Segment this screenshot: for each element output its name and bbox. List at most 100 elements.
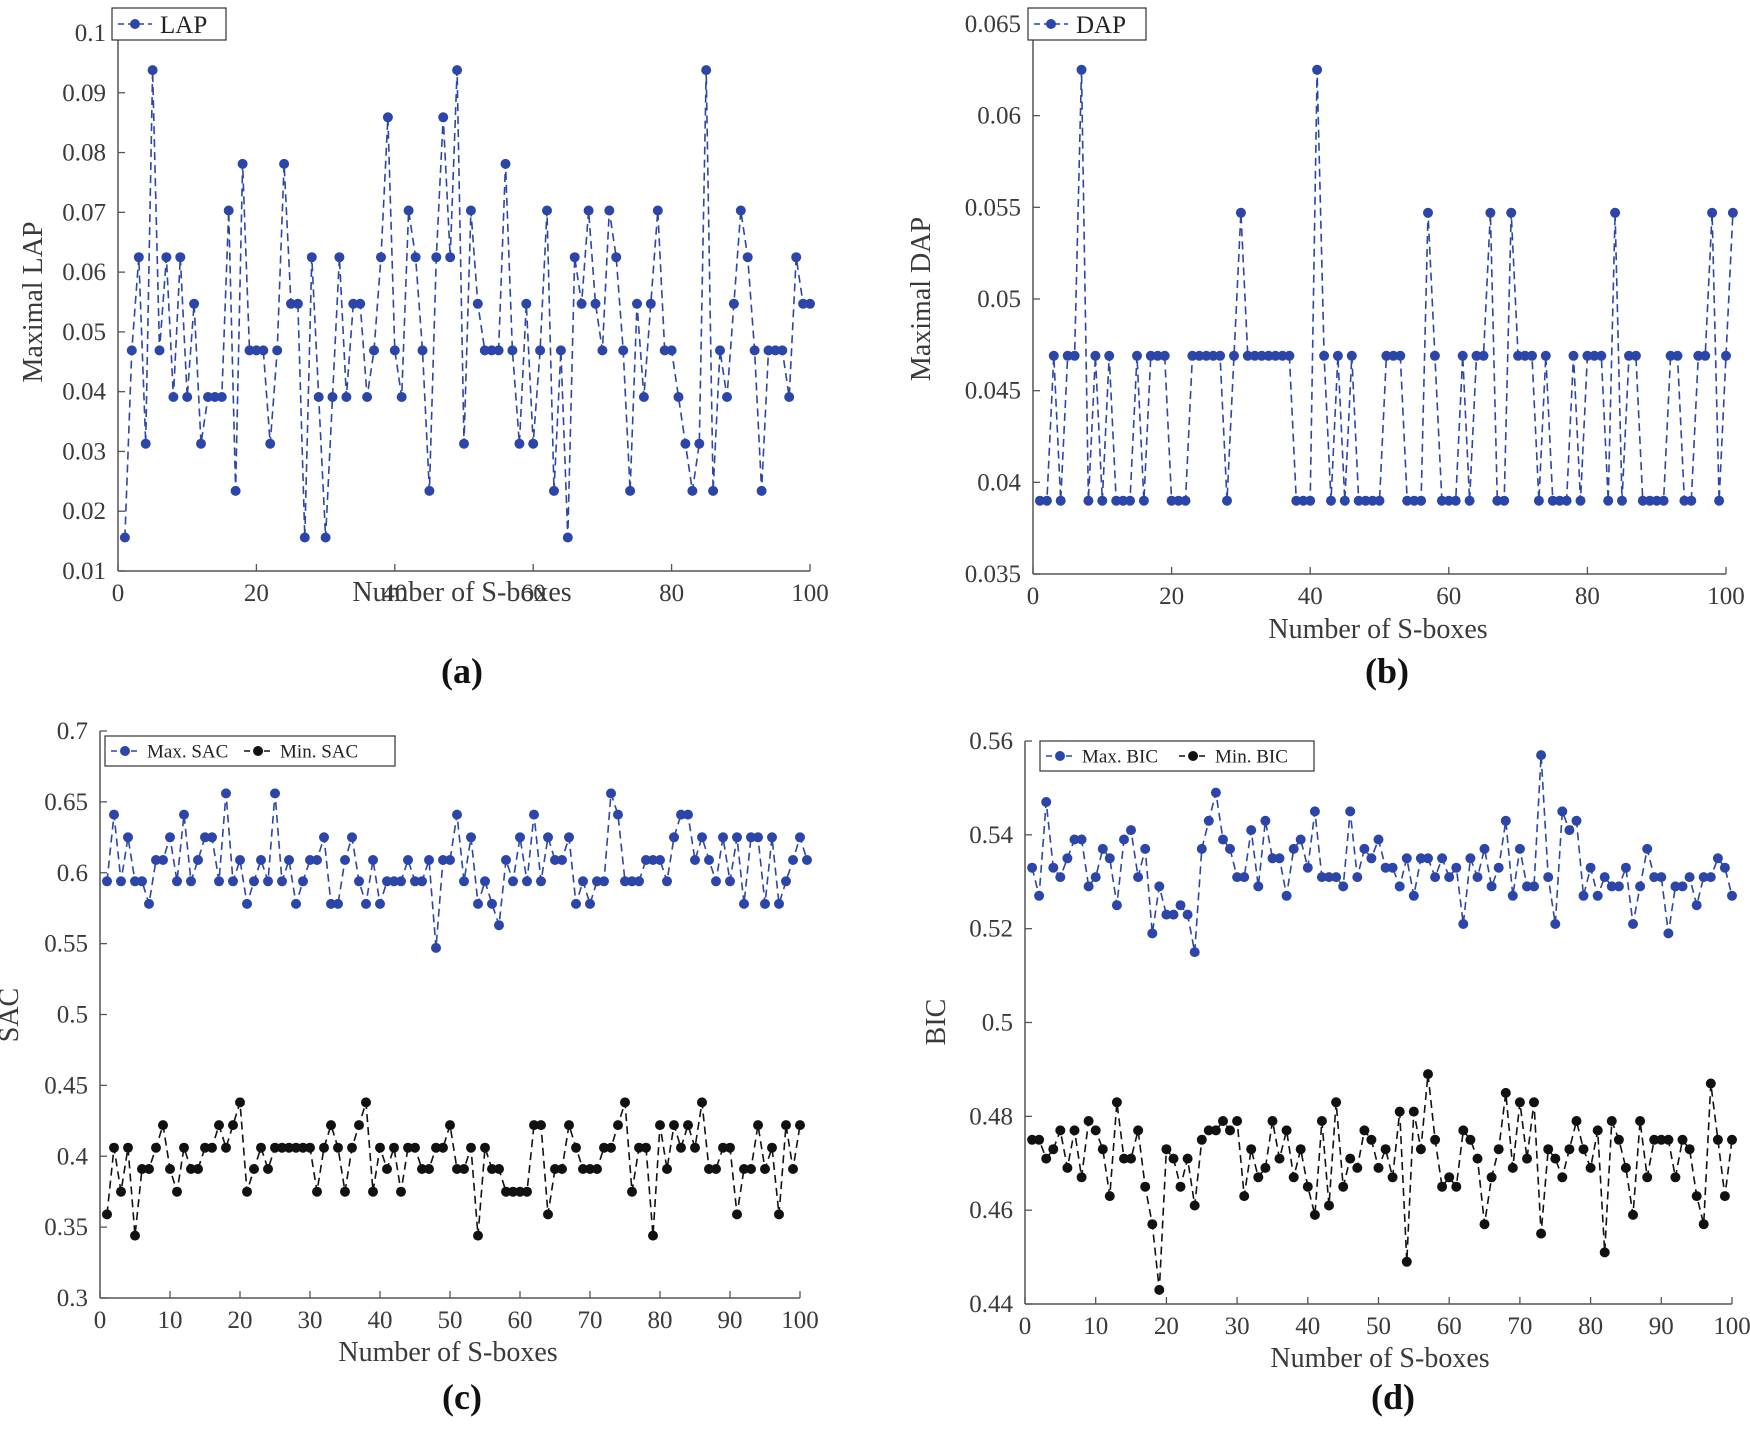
data-point — [627, 1186, 637, 1197]
data-point — [1208, 350, 1219, 361]
data-point — [144, 898, 154, 909]
series-line — [1031, 755, 1733, 953]
data-point — [207, 1142, 217, 1153]
data-point — [459, 876, 469, 887]
data-point — [1540, 350, 1551, 361]
data-point — [802, 855, 812, 865]
chart-c: 0 10 20 30 40 50 60 70 80 90 100 0.3 0.35 0.4 0.45 0.5 0… — [0, 718, 819, 1417]
data-point — [529, 1120, 539, 1131]
data-point — [1656, 1134, 1667, 1145]
data-point — [722, 392, 732, 402]
data-point — [1239, 1191, 1250, 1202]
data-point — [599, 1142, 609, 1153]
data-point — [1145, 350, 1156, 361]
data-point — [396, 392, 407, 402]
data-point — [1409, 495, 1420, 506]
data-point — [781, 876, 791, 887]
data-point — [1691, 900, 1702, 911]
data-point — [1465, 853, 1476, 864]
data-point — [130, 1230, 140, 1241]
data-point — [312, 855, 322, 865]
data-point — [1196, 843, 1207, 854]
legend-label: DAP — [1076, 12, 1126, 39]
data-point — [1624, 350, 1634, 361]
data-point — [158, 1120, 168, 1131]
data-point — [1719, 862, 1730, 873]
data-point — [618, 345, 629, 356]
data-point — [1380, 1144, 1391, 1155]
data-point — [669, 832, 679, 843]
data-point — [613, 809, 623, 820]
data-point — [1111, 900, 1122, 911]
x-tick-label: 100 — [1707, 583, 1745, 610]
data-point — [1536, 750, 1547, 761]
data-point — [704, 1164, 714, 1174]
data-point — [1225, 1125, 1235, 1136]
data-point — [694, 438, 705, 449]
x-tick-label: 0 — [112, 580, 125, 607]
data-point — [1161, 909, 1172, 920]
y-tick-label: 0.01 — [62, 558, 106, 585]
data-point — [805, 298, 815, 309]
data-point — [161, 252, 172, 263]
data-point — [1302, 1181, 1313, 1192]
data-point — [1140, 843, 1151, 854]
data-point — [1366, 853, 1377, 864]
y-axis-label: Maximal DAP — [906, 217, 937, 381]
data-point — [1430, 1134, 1441, 1145]
y-tick-label: 0.09 — [62, 80, 106, 107]
data-point — [690, 855, 700, 865]
x-tick-label: 50 — [1366, 1313, 1391, 1340]
data-point — [1550, 919, 1561, 929]
data-point — [472, 298, 483, 309]
y-tick-label: 0.55 — [44, 931, 88, 958]
data-point — [1635, 1116, 1646, 1126]
y-tick-label: 0.4 — [57, 1143, 89, 1170]
data-point — [788, 1164, 798, 1174]
data-point — [1543, 1144, 1554, 1155]
data-point — [1416, 495, 1427, 506]
data-point — [1620, 862, 1631, 873]
y-tick-label: 0.05 — [62, 319, 106, 346]
data-point — [711, 1164, 721, 1174]
x-tick-label: 20 — [244, 580, 269, 607]
data-point — [777, 345, 788, 356]
data-point — [133, 252, 144, 263]
data-point — [354, 1120, 364, 1131]
data-point — [424, 855, 434, 865]
data-point — [375, 1142, 385, 1153]
data-point — [1352, 872, 1363, 883]
data-point — [228, 1120, 238, 1131]
data-point — [1492, 495, 1503, 506]
data-point — [676, 809, 686, 820]
data-point — [1727, 1134, 1737, 1145]
legend: DAP — [1027, 7, 1147, 41]
legend-label: Max. SAC — [147, 742, 228, 763]
data-point — [1338, 1181, 1349, 1192]
y-tick-label: 0.3 — [57, 1285, 88, 1312]
data-point — [270, 1142, 280, 1153]
data-point — [279, 158, 290, 169]
data-point — [1083, 881, 1094, 892]
data-point — [1550, 1153, 1561, 1164]
data-point — [1104, 350, 1115, 361]
data-point — [1069, 834, 1080, 845]
series-min-bic — [1027, 1069, 1737, 1295]
data-point — [1359, 843, 1370, 854]
data-point — [1133, 872, 1144, 883]
y-tick-label: 0.35 — [44, 1214, 88, 1241]
data-point — [369, 345, 379, 356]
x-tick-label: 100 — [1713, 1313, 1750, 1340]
data-point — [557, 1164, 567, 1174]
data-point — [286, 298, 296, 309]
data-point — [781, 1120, 791, 1131]
data-point — [795, 832, 805, 843]
data-point — [137, 1164, 147, 1174]
data-point — [459, 438, 469, 449]
data-point — [1436, 495, 1447, 506]
data-point — [1090, 350, 1101, 361]
data-point — [1359, 1125, 1370, 1136]
data-point — [403, 205, 414, 216]
data-point — [564, 1120, 574, 1131]
data-point — [536, 876, 546, 887]
